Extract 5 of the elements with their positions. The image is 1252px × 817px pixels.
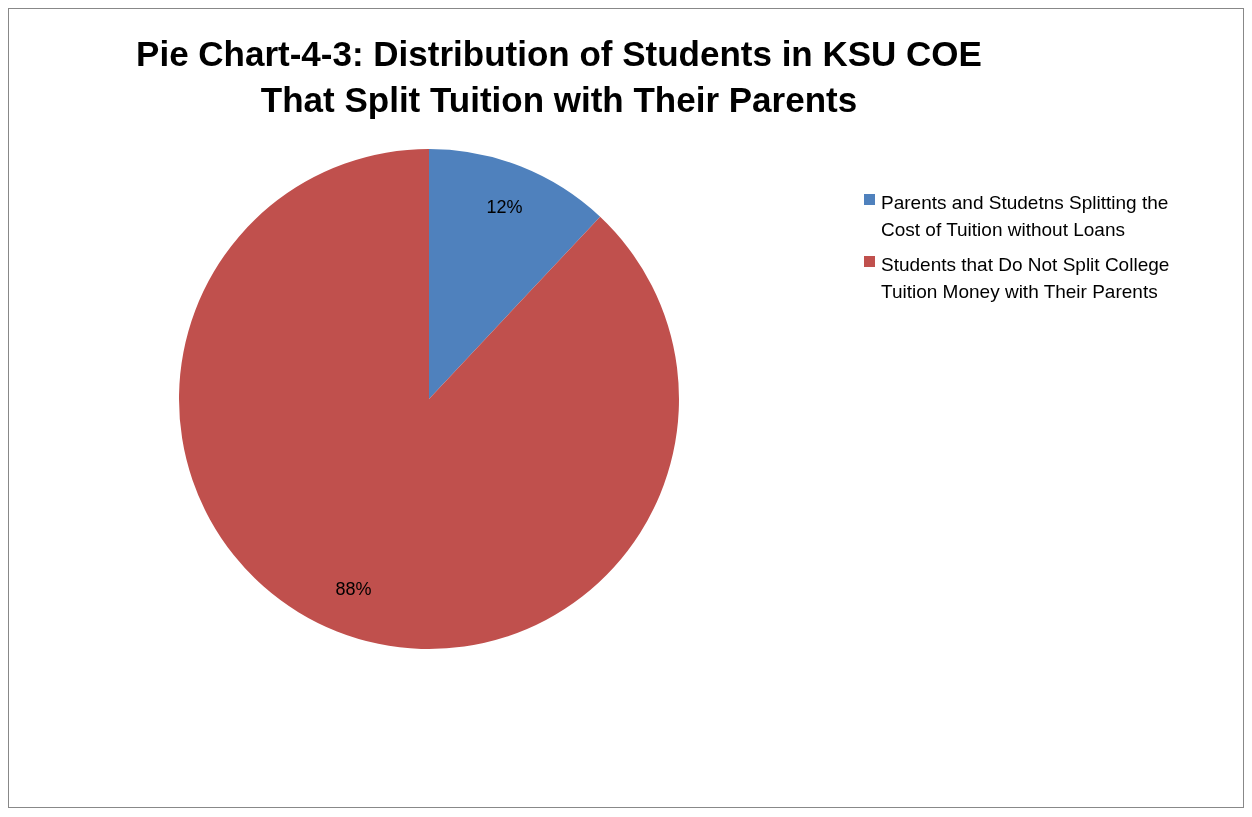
data-label: 88% xyxy=(335,578,372,599)
data-label: 12% xyxy=(486,197,523,218)
chart-title: Pie Chart-4-3: Distribution of Students in KSU COE That Split Tuition with Their Parents xyxy=(135,33,983,121)
legend-label: Students that Do Not Split College Tuition Money with Their Parents xyxy=(881,253,1171,304)
legend-label: Parents and Studetns Splitting the Cost of Tuition without Loans xyxy=(881,191,1170,242)
